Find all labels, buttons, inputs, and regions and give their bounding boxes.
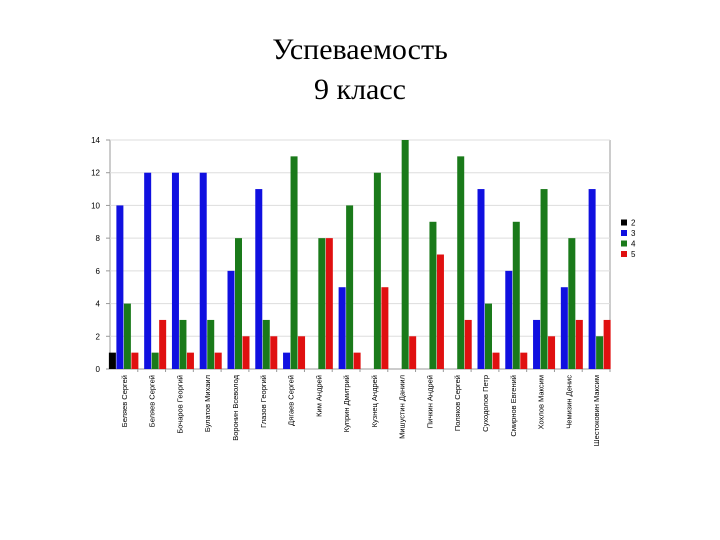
bar-3 <box>560 287 568 369</box>
y-tick-label: 6 <box>96 267 101 276</box>
legend-swatch-2 <box>621 219 627 226</box>
bar-5 <box>298 336 306 369</box>
x-tick-label: Смирнов Евгений <box>509 375 518 437</box>
bar-3 <box>533 319 541 369</box>
bar-5 <box>548 336 556 369</box>
y-tick-label: 12 <box>91 169 100 178</box>
y-tick-label: 14 <box>91 136 100 145</box>
bar-5 <box>131 352 139 369</box>
bar-5 <box>381 287 389 369</box>
legend-label-3: 3 <box>631 229 636 238</box>
bar-4 <box>290 156 298 369</box>
y-tick-label: 8 <box>96 234 101 243</box>
bar-3 <box>588 189 596 369</box>
x-tick-label: Пичкин Андрей <box>425 375 434 428</box>
bar-5 <box>492 352 500 369</box>
bar-4 <box>540 189 548 369</box>
x-tick-label: Дягаев Сергей <box>287 375 296 426</box>
bar-3 <box>505 270 513 369</box>
legend-swatch-5 <box>621 251 627 257</box>
bar-4 <box>401 140 409 369</box>
bar-5 <box>409 336 417 369</box>
bar-3 <box>171 172 179 369</box>
legend-label-4: 4 <box>631 240 636 249</box>
bar-3 <box>144 172 152 369</box>
bar-5 <box>242 336 250 369</box>
x-tick-label: Суходолов Петр <box>481 375 490 432</box>
x-tick-label: Чемизин Денис <box>564 375 573 429</box>
bar-4 <box>123 303 131 369</box>
bar-5 <box>214 352 222 369</box>
bar-4 <box>568 238 576 369</box>
bar-5 <box>325 238 333 369</box>
y-tick-label: 10 <box>91 201 100 210</box>
bar-5 <box>520 352 528 369</box>
bar-4 <box>512 221 520 369</box>
bar-5 <box>270 336 278 369</box>
x-tick-label: Булатов Михаил <box>203 375 212 432</box>
bar-4 <box>318 238 326 369</box>
legend-swatch-4 <box>621 240 627 247</box>
x-tick-label: Беляев Сергей <box>120 375 129 427</box>
x-tick-label: Ким Андрей <box>314 375 323 417</box>
x-tick-label: Бочаров Георгий <box>175 375 184 434</box>
x-tick-label: Шестоковин Максим <box>592 375 601 446</box>
y-tick-label: 2 <box>96 332 101 341</box>
bar-5 <box>353 352 361 369</box>
legend-label-2: 2 <box>631 219 636 228</box>
bar-3 <box>255 189 263 369</box>
bar-4 <box>262 319 270 369</box>
legend-label-5: 5 <box>631 250 636 259</box>
bar-4 <box>429 221 437 369</box>
bar-4 <box>457 156 465 369</box>
bar-4 <box>151 352 159 369</box>
y-tick-label: 0 <box>96 365 101 374</box>
bar-4 <box>596 336 604 369</box>
bar-5 <box>186 352 194 369</box>
x-tick-label: Кузнец Андрей <box>370 375 379 427</box>
bar-5 <box>159 319 167 369</box>
x-tick-label: Беляев Сергей <box>148 375 157 427</box>
x-tick-label: Поляков Сергей <box>453 375 462 431</box>
bar-3 <box>477 189 485 369</box>
bar-2 <box>108 352 116 369</box>
x-tick-label: Хохлов Максим <box>537 375 546 429</box>
legend-swatch-3 <box>621 230 627 236</box>
bar-3 <box>338 287 346 369</box>
bar-4 <box>235 238 242 369</box>
title-line-1: Успеваемость <box>272 33 448 66</box>
bar-3 <box>283 352 291 369</box>
bar-5 <box>436 254 444 369</box>
bar-3 <box>199 172 207 369</box>
bar-5 <box>603 319 611 369</box>
bar-4 <box>346 205 354 369</box>
bar-5 <box>575 319 583 369</box>
bar-4 <box>373 172 381 369</box>
bar-4 <box>485 303 492 369</box>
y-tick-label: 4 <box>96 300 101 309</box>
title-line-2: 9 класс <box>314 73 406 106</box>
x-tick-label: Мишустин Даниил <box>398 375 407 439</box>
bar-3 <box>116 205 124 369</box>
slide-title: Успеваемость 9 класс <box>0 30 720 110</box>
x-tick-label: Воронин Всеволод <box>231 374 240 440</box>
bar-5 <box>464 319 472 369</box>
bar-4 <box>207 319 215 369</box>
bar-4 <box>179 319 187 369</box>
x-tick-label: Куприн Дмитрий <box>342 375 351 432</box>
x-tick-label: Глазов Георгий <box>259 375 268 428</box>
bar-3 <box>227 270 235 369</box>
